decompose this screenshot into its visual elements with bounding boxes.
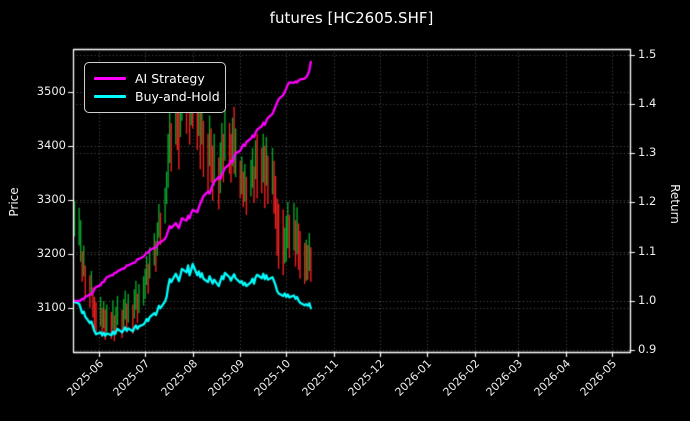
price-tick-label: 3300 — [36, 192, 66, 206]
legend-item-buy-and-hold: Buy-and-Hold — [94, 87, 220, 105]
legend-item-ai-strategy: AI Strategy — [94, 69, 216, 87]
price-tick-label: 3100 — [36, 300, 66, 314]
return-tick-label: 1.2 — [638, 194, 657, 208]
price-tick-label: 3200 — [36, 246, 66, 260]
right-axis-title: Return — [668, 184, 682, 224]
price-tick-label: 3400 — [36, 138, 66, 152]
chart-title: futures [HC2605.SHF] — [269, 9, 434, 27]
legend-label-buy-and-hold: Buy-and-Hold — [135, 88, 220, 104]
left-axis-title: Price — [7, 187, 21, 217]
ai-strategy-line-swatch — [94, 76, 126, 80]
return-tick-label: 1.0 — [638, 293, 657, 307]
return-tick-label: 0.9 — [638, 342, 657, 356]
return-tick-label: 1.5 — [638, 47, 657, 61]
return-tick-label: 1.1 — [638, 244, 657, 258]
return-tick-label: 1.4 — [638, 96, 657, 110]
return-tick-label: 1.3 — [638, 145, 657, 159]
legend: AI Strategy Buy-and-Hold — [84, 62, 226, 113]
price-tick-label: 3500 — [36, 84, 66, 98]
buy-and-hold-line-swatch — [94, 94, 126, 98]
legend-label-ai-strategy: AI Strategy — [135, 70, 205, 86]
